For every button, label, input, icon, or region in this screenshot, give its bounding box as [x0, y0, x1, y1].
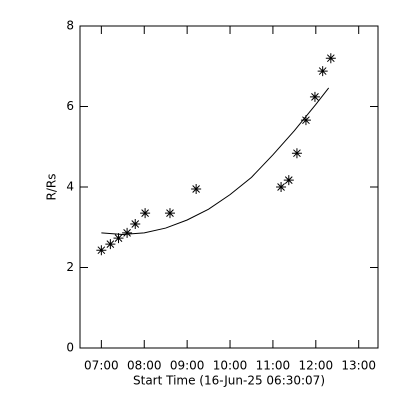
x-tick-label: 07:00 [84, 359, 119, 373]
data-point [325, 53, 336, 64]
data-point [164, 208, 175, 219]
data-point [309, 91, 320, 102]
x-tick-label: 13:00 [341, 359, 376, 373]
data-point [191, 184, 202, 195]
y-tick-label: 0 [66, 341, 74, 355]
y-tick-label: 8 [66, 19, 74, 33]
x-tick-label: 08:00 [127, 359, 162, 373]
x-tick-label: 11:00 [256, 359, 291, 373]
data-point [291, 148, 302, 159]
data-point [122, 227, 133, 238]
data-point [96, 245, 107, 256]
x-tick-label: 12:00 [299, 359, 334, 373]
data-point [283, 175, 294, 186]
plot-frame [79, 25, 379, 349]
data-point [113, 233, 124, 244]
data-point [317, 66, 328, 77]
data-point [130, 219, 141, 230]
y-axis-label: R/Rs [45, 174, 59, 201]
x-tick-label: 10:00 [213, 359, 248, 373]
data-point [276, 182, 287, 192]
y-tick-label: 4 [66, 180, 74, 194]
x-tick-label: 09:00 [170, 359, 205, 373]
y-tick-label: 6 [66, 99, 74, 113]
fit-line [101, 87, 330, 235]
data-point [300, 115, 311, 126]
data-point [140, 208, 151, 219]
y-tick-label: 2 [66, 260, 74, 274]
data-point [105, 239, 116, 250]
x-axis-label: Start Time (16-Jun-25 06:30:07) [133, 374, 325, 388]
